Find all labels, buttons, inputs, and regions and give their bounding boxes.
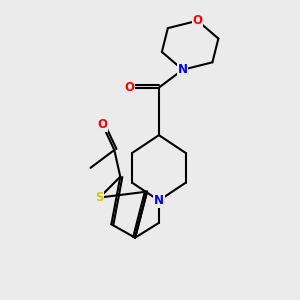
Text: S: S bbox=[95, 191, 104, 204]
Text: N: N bbox=[178, 63, 188, 76]
Text: O: O bbox=[193, 14, 202, 27]
Text: O: O bbox=[124, 81, 134, 94]
Text: O: O bbox=[98, 118, 107, 131]
Text: N: N bbox=[154, 194, 164, 207]
